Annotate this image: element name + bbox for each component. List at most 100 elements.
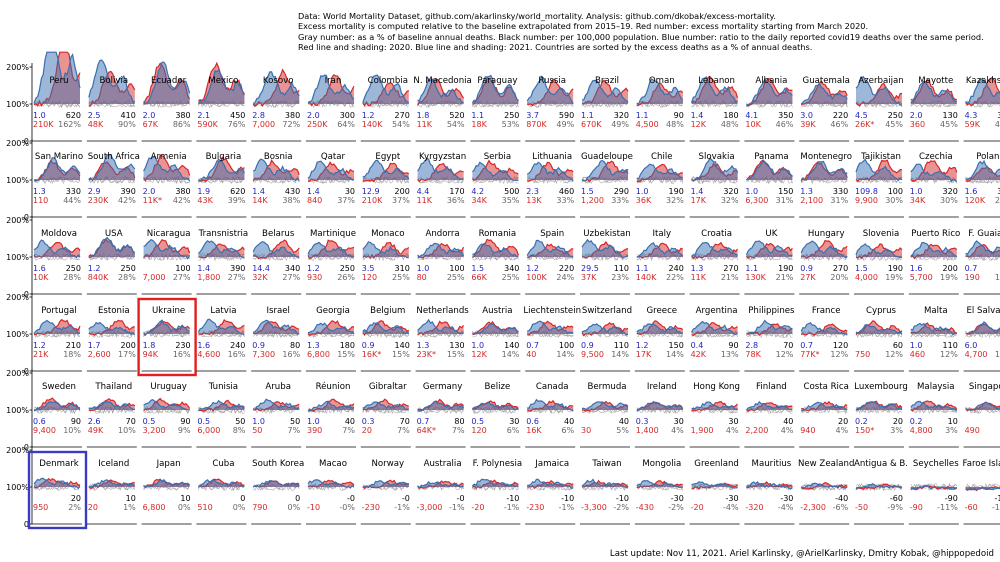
excess-deaths-value: 6,300 (745, 196, 768, 205)
series-2021-shading (691, 158, 738, 181)
excess-deaths-value: 790 (252, 503, 267, 512)
panel-title: Kazakhstan (966, 76, 1000, 86)
series-2021-line (855, 158, 903, 181)
per-100k-value: -10 (561, 494, 574, 503)
excess-deaths-value: 21K (33, 350, 49, 359)
y-axis-row-3: 0 100% 200% (6, 293, 33, 376)
excess-deaths-value: 590K (197, 120, 218, 129)
panel-uzbekistan: Uzbekistan 29.5 110 37K 23% (580, 229, 631, 295)
ratio-value: 4.5 (855, 111, 868, 120)
ratio-value: 0.7 (965, 264, 978, 273)
series-2021-line (472, 323, 519, 335)
excess-deaths-value: -3,000 (417, 503, 443, 512)
ratio-value: 1.5 (581, 187, 594, 196)
per-100k-value: 460 (559, 187, 574, 196)
pct-annual-value: 7% (287, 426, 300, 435)
panel-title: Peru (49, 76, 68, 86)
panel-title: Panama (754, 152, 788, 162)
per-100k-value: 40 (783, 417, 793, 426)
y-tick-label: 0 (24, 213, 29, 222)
ratio-value: 0.9 (362, 341, 375, 350)
series-2021-line (581, 159, 629, 182)
panel-title: Lithuania (532, 152, 572, 162)
excess-deaths-value: 1,800 (197, 273, 220, 282)
panel-denmark: Denmark 20 950 2% (27, 450, 88, 530)
series-2021-shading (88, 237, 135, 258)
series-2021-shading (801, 241, 848, 258)
panel-title: Moldova (41, 229, 77, 239)
y-axis-row-4: 0 100% 200% (6, 369, 33, 452)
pct-annual-value: 53% (502, 120, 520, 129)
series-2021-shading (308, 242, 354, 258)
excess-deaths-value: 4,700 (965, 350, 988, 359)
panel-title: Lebanon (698, 76, 735, 86)
series-2021-line (417, 242, 465, 258)
y-tick-label: 200% (6, 216, 29, 225)
per-100k-value: 30 (728, 417, 738, 426)
panel-f-polynesia: F. Polynesia -10 -20 -1% (470, 459, 522, 525)
excess-deaths-value: 49K (88, 426, 104, 435)
excess-deaths-value: 460 (910, 350, 925, 359)
panel-panama: Panama 1.0 150 6,300 31% (744, 152, 795, 218)
per-100k-value: 100 (888, 187, 903, 196)
excess-deaths-value: 950 (33, 503, 48, 512)
series-2021-shading (417, 78, 464, 104)
panel-title: Greenland (694, 459, 739, 469)
series-2021-line (746, 319, 793, 335)
series-2021-shading (527, 76, 574, 104)
series-2021-line (581, 478, 629, 489)
panel-luxembourg: Luxembourg 0.2 20 150* 3% (854, 382, 908, 448)
per-100k-value: 40 (345, 417, 355, 426)
series-2021-line (746, 481, 793, 490)
panel-title: Liechtenstein (523, 306, 581, 316)
panel-title: Poland (976, 152, 1000, 162)
panel-san-marino: San Marino 1.3 330 110 44% (32, 152, 83, 218)
series-2021-shading (143, 239, 190, 259)
per-100k-value: 190 (888, 264, 903, 273)
ratio-value: 1.0 (252, 417, 265, 426)
pct-annual-value: 49% (611, 120, 629, 129)
panel-title: Germany (423, 382, 463, 392)
series-2021-shading (198, 479, 245, 487)
excess-deaths-value: 390 (307, 426, 322, 435)
excess-deaths-value: 210K (33, 120, 54, 129)
panel-ukraine: Ukraine 1.8 230 94K 16% (137, 297, 197, 377)
excess-deaths-value: 4,800 (910, 426, 933, 435)
per-100k-value: 130 (449, 341, 464, 350)
y-tick-label: 200% (6, 446, 29, 455)
excess-deaths-value: 27K (800, 273, 816, 282)
series-2021-shading (34, 52, 80, 104)
panel-title: Greece (647, 306, 678, 316)
panel-title: Czechia (919, 152, 953, 162)
per-100k-value: 380 (285, 111, 300, 120)
excess-deaths-value: 250K (307, 120, 328, 129)
panel-malta: Malta 1.0 110 460 12% (908, 306, 959, 372)
panel-title: Egypt (375, 152, 400, 162)
panel-bosnia: Bosnia 1.4 430 14K 38% (251, 152, 302, 218)
series-2021-shading (88, 154, 135, 181)
panel-r-union: Réunion 1.0 40 390 7% (306, 381, 356, 448)
series-2020-line (307, 161, 355, 182)
series-2021-shading (582, 80, 628, 104)
panel-title: Israel (266, 306, 290, 316)
series-2021-line (417, 77, 464, 104)
baseline-year-line (965, 482, 1000, 491)
pct-annual-value: -2% (668, 503, 684, 512)
pct-annual-value: 32% (721, 196, 739, 205)
series-2021-line (691, 241, 738, 256)
panel-qatar: Qatar 1.4 30 840 37% (306, 152, 356, 218)
series-2021-shading (910, 401, 957, 412)
series-2021-line (143, 61, 191, 105)
ratio-value: 1.4 (197, 264, 210, 273)
panel-title: Italy (652, 229, 671, 239)
per-100k-value: 180 (723, 111, 738, 120)
panel-faroe-islands: Faroe Islands -110 -60 -14% (963, 459, 1000, 525)
panel-title: N. Macedonia (413, 76, 471, 86)
panel-title: Mauritius (752, 459, 792, 469)
y-tick-label: 200% (6, 139, 29, 148)
ratio-value: 1.2 (33, 341, 46, 350)
pct-annual-value: 16% (173, 350, 191, 359)
ratio-value: 2.8 (745, 341, 758, 350)
panel-croatia: Croatia 1.3 270 11K 21% (689, 229, 740, 295)
panel-title: Tajikistan (860, 152, 901, 162)
